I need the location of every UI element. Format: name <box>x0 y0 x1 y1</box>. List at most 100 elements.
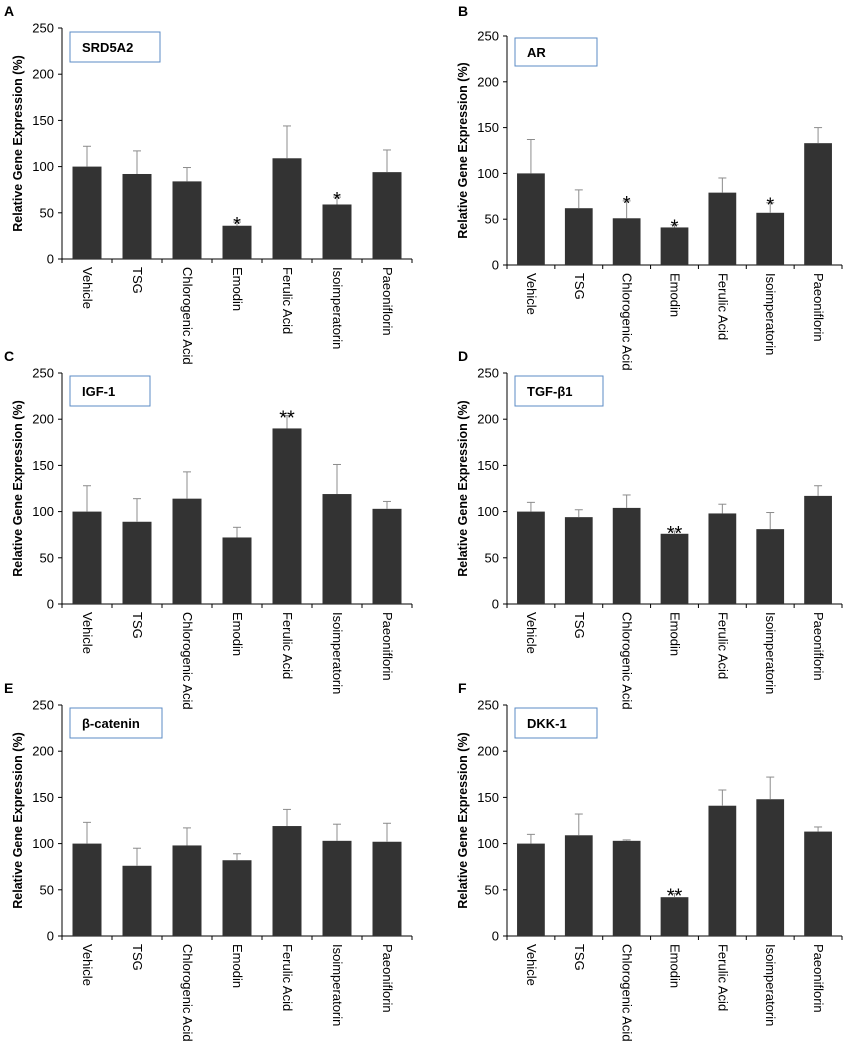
bar-vehicle <box>517 173 545 265</box>
x-tick-label: Paeoniflorin <box>380 612 395 681</box>
gene-legend-label: β-catenin <box>82 716 140 731</box>
significance-marker: * <box>671 217 679 239</box>
x-tick-label: Paeoniflorin <box>811 612 826 681</box>
y-tick-label: 250 <box>32 21 54 36</box>
panel-letter: A <box>4 3 14 19</box>
x-tick-label: Chlorogenic Acid <box>180 944 195 1042</box>
x-tick-label: Paeoniflorin <box>380 267 395 336</box>
gene-legend-box <box>69 375 151 407</box>
x-tick-label: Isoimperatorin <box>330 612 345 694</box>
x-tick-label: Vehicle <box>80 267 95 309</box>
y-tick-label: 200 <box>32 744 54 759</box>
chart-panel-b: B Relative Gene Expression (%) 0 50 100 150 20… <box>456 3 843 371</box>
x-tick-label: Emodin <box>668 612 683 656</box>
panel-letter: E <box>4 680 13 696</box>
y-tick-label: 100 <box>32 159 54 174</box>
panel-letter: F <box>458 680 467 696</box>
y-axis-label: Relative Gene Expression (%) <box>456 62 470 238</box>
x-tick-label: Isoimperatorin <box>763 612 778 694</box>
gene-legend-label: DKK-1 <box>527 716 567 731</box>
y-tick-label: 50 <box>40 550 54 565</box>
bar-isoimperatorin <box>322 494 352 604</box>
x-tick-label: TSG <box>130 612 145 639</box>
y-tick-label: 50 <box>40 205 54 220</box>
y-tick-label: 0 <box>47 252 54 267</box>
bar-isoimperatorin <box>756 529 785 604</box>
bar-chlorogenic-acid <box>612 840 641 936</box>
gene-legend-label: IGF-1 <box>82 384 115 399</box>
bar-tsg <box>122 521 152 604</box>
bar-paeoniflorin <box>372 841 402 936</box>
bar-paeoniflorin <box>372 172 402 259</box>
panel-letter: D <box>458 348 468 364</box>
x-tick-label: Chlorogenic Acid <box>620 944 635 1042</box>
x-tick-label: Chlorogenic Acid <box>620 612 635 710</box>
bar-tsg <box>564 835 593 936</box>
y-tick-label: 150 <box>477 790 499 805</box>
bar-paeoniflorin <box>372 508 402 604</box>
y-tick-label: 200 <box>477 744 499 759</box>
x-tick-label: Ferulic Acid <box>715 944 730 1011</box>
y-tick-label: 150 <box>32 790 54 805</box>
bar-ferulic-acid <box>708 513 737 604</box>
y-tick-label: 250 <box>477 698 499 713</box>
gene-legend-box <box>514 37 598 67</box>
bar-ferulic-acid <box>708 192 737 265</box>
bar-ferulic-acid <box>272 158 302 259</box>
x-tick-label: Ferulic Acid <box>280 612 295 679</box>
bar-paeoniflorin <box>804 495 832 604</box>
y-tick-label: 0 <box>47 929 54 944</box>
chart-panel-d: D Relative Gene Expression (%) 0 50 100 150 20… <box>456 348 843 710</box>
significance-marker: * <box>333 189 341 211</box>
chart-panel-f: F Relative Gene Expression (%) 0 50 100 150 20… <box>456 680 843 1042</box>
gene-legend-label: SRD5A2 <box>82 40 133 55</box>
significance-marker: ** <box>667 885 683 907</box>
y-axis-label: Relative Gene Expression (%) <box>456 400 470 576</box>
y-tick-label: 150 <box>32 113 54 128</box>
gene-legend-label: AR <box>527 45 546 60</box>
y-tick-label: 0 <box>47 597 54 612</box>
bar-tsg <box>122 173 152 259</box>
bar-isoimperatorin <box>756 212 785 265</box>
y-axis-label: Relative Gene Expression (%) <box>11 55 25 231</box>
y-tick-label: 200 <box>32 67 54 82</box>
bar-chlorogenic-acid <box>172 845 202 936</box>
y-tick-label: 100 <box>477 836 499 851</box>
y-tick-label: 0 <box>492 929 499 944</box>
y-tick-label: 150 <box>477 458 499 473</box>
bar-emodin <box>222 860 252 936</box>
chart-panel-a: A Relative Gene Expression (%) 0 50 100 150 20… <box>4 3 413 365</box>
y-tick-label: 150 <box>477 120 499 135</box>
x-tick-label: Emodin <box>230 944 245 988</box>
bar-paeoniflorin <box>804 143 832 265</box>
bar-isoimperatorin <box>322 204 352 259</box>
bar-emodin <box>660 897 689 936</box>
x-tick-label: Vehicle <box>80 612 95 654</box>
bar-chlorogenic-acid <box>172 181 202 259</box>
y-tick-label: 100 <box>32 836 54 851</box>
gene-legend-label: TGF-β1 <box>527 384 573 399</box>
bar-ferulic-acid <box>708 805 737 936</box>
y-tick-label: 200 <box>477 74 499 89</box>
gene-legend-box <box>69 707 163 739</box>
y-tick-label: 250 <box>477 29 499 44</box>
bar-emodin <box>222 537 252 604</box>
bar-isoimperatorin <box>756 799 785 936</box>
bar-vehicle <box>517 843 545 936</box>
x-tick-label: Isoimperatorin <box>330 944 345 1026</box>
bar-ferulic-acid <box>272 428 302 604</box>
bar-ferulic-acid <box>272 826 302 936</box>
bar-isoimperatorin <box>322 840 352 936</box>
x-tick-label: Ferulic Acid <box>715 612 730 679</box>
significance-marker: ** <box>279 408 295 430</box>
bar-vehicle <box>72 843 102 936</box>
gene-legend-box <box>514 375 604 407</box>
y-axis-label: Relative Gene Expression (%) <box>11 400 25 576</box>
y-axis-label: Relative Gene Expression (%) <box>456 732 470 908</box>
bar-vehicle <box>72 511 102 604</box>
y-tick-label: 50 <box>485 212 499 227</box>
x-tick-label: TSG <box>572 944 587 971</box>
y-tick-label: 100 <box>477 504 499 519</box>
bar-emodin <box>660 533 689 604</box>
